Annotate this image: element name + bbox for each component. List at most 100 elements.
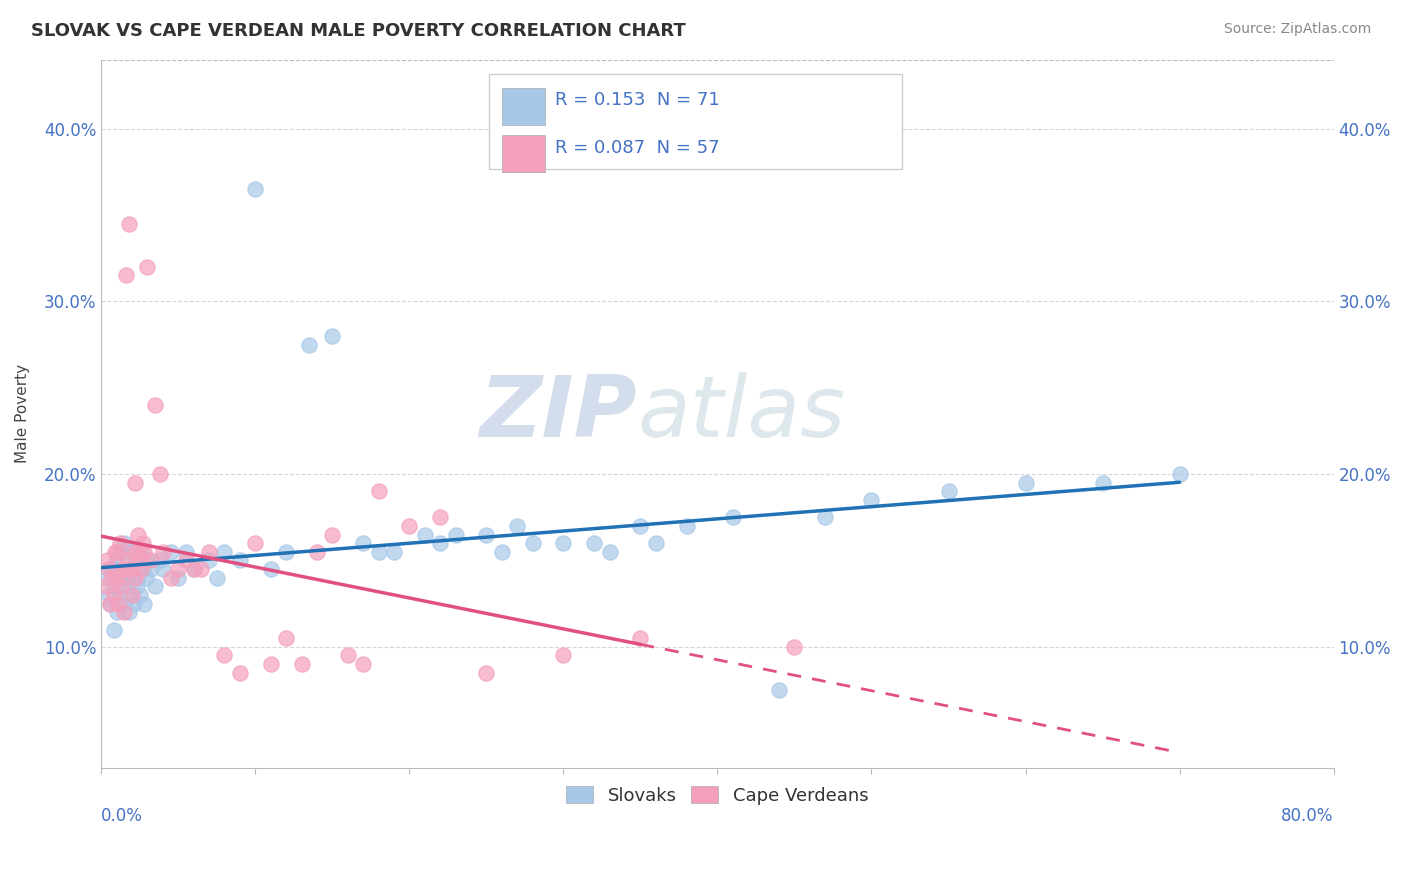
Point (444, 527, 467, 541)
Point (121, 588, 143, 602)
Point (132, 562, 155, 576)
Text: SLOVAK VS CAPE VERDEAN MALE POVERTY CORRELATION CHART: SLOVAK VS CAPE VERDEAN MALE POVERTY CORR… (31, 22, 686, 40)
Point (121, 562, 143, 576)
Point (112, 597, 135, 611)
Point (112, 562, 135, 576)
Point (398, 519, 420, 533)
Point (336, 648, 359, 663)
Point (522, 536, 544, 550)
Point (121, 588, 143, 602)
Point (124, 475, 146, 490)
Point (128, 553, 150, 567)
Text: Source: ZipAtlas.com: Source: ZipAtlas.com (1223, 22, 1371, 37)
Point (367, 545, 389, 559)
Point (1014, 475, 1036, 490)
Point (127, 571, 149, 585)
Point (290, 657, 312, 671)
Point (134, 597, 156, 611)
Point (108, 588, 131, 602)
Point (321, 329, 343, 343)
Point (136, 553, 159, 567)
Text: R = 0.153  N = 71: R = 0.153 N = 71 (555, 92, 720, 110)
Point (429, 536, 451, 550)
Point (111, 571, 134, 585)
Point (104, 579, 127, 593)
Point (352, 657, 374, 671)
Point (118, 217, 141, 231)
Y-axis label: Male Poverty: Male Poverty (15, 364, 30, 463)
Point (122, 597, 145, 611)
Point (367, 484, 389, 499)
Point (198, 553, 221, 567)
Point (198, 545, 221, 559)
Point (274, 545, 297, 559)
Point (122, 545, 145, 559)
Point (205, 571, 228, 585)
Point (124, 571, 146, 585)
Point (183, 562, 205, 576)
Point (783, 640, 806, 654)
Point (110, 545, 132, 559)
Point (136, 260, 159, 274)
Point (274, 631, 297, 645)
Point (118, 605, 141, 619)
Point (103, 623, 125, 637)
Point (214, 545, 236, 559)
Point (125, 545, 148, 559)
Point (103, 588, 125, 602)
Point (159, 545, 181, 559)
Legend: Slovaks, Cape Verdeans: Slovaks, Cape Verdeans (560, 779, 876, 812)
Point (115, 268, 138, 283)
Point (644, 536, 666, 550)
Point (413, 527, 436, 541)
Point (475, 527, 498, 541)
Point (149, 467, 172, 482)
Point (506, 519, 529, 533)
Point (108, 536, 131, 550)
Point (260, 562, 283, 576)
Point (97, 588, 120, 602)
Point (768, 683, 790, 698)
Point (245, 536, 267, 550)
Point (94, 571, 117, 585)
Point (127, 527, 149, 541)
Point (553, 536, 575, 550)
Point (167, 562, 190, 576)
Point (139, 553, 162, 567)
Point (429, 510, 451, 524)
Point (101, 562, 124, 576)
Point (1168, 467, 1191, 482)
Point (100, 597, 122, 611)
Point (117, 571, 139, 585)
Point (125, 579, 148, 593)
Point (100, 597, 122, 611)
Text: atlas: atlas (637, 372, 845, 455)
Point (101, 571, 124, 585)
Point (117, 553, 139, 567)
Point (628, 519, 651, 533)
Point (553, 648, 575, 663)
Point (135, 571, 157, 585)
Point (382, 545, 405, 559)
Point (214, 648, 236, 663)
Point (107, 597, 129, 611)
Point (245, 182, 267, 196)
FancyBboxPatch shape (489, 74, 903, 169)
Point (107, 562, 129, 576)
Point (105, 571, 128, 585)
Text: 0.0%: 0.0% (101, 806, 143, 824)
Point (599, 545, 621, 559)
Text: 80.0%: 80.0% (1281, 806, 1334, 824)
Point (120, 545, 142, 559)
Text: R = 0.087  N = 57: R = 0.087 N = 57 (555, 139, 720, 157)
Point (112, 605, 135, 619)
Point (94, 579, 117, 593)
Point (628, 631, 651, 645)
Point (305, 545, 328, 559)
Point (124, 553, 146, 567)
Point (174, 553, 197, 567)
Point (190, 562, 212, 576)
Point (229, 665, 252, 680)
Point (143, 579, 166, 593)
Point (105, 545, 128, 559)
